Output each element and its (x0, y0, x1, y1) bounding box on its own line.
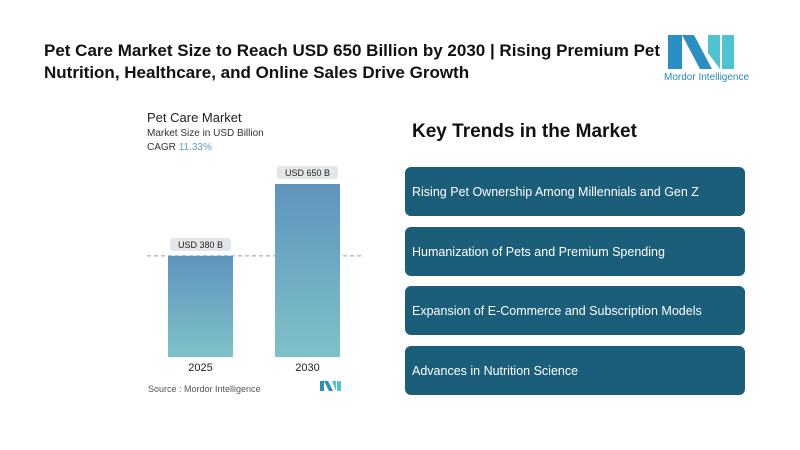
mordor-logo-icon (668, 35, 734, 69)
trend-item: Rising Pet Ownership Among Millennials a… (405, 167, 745, 216)
source-logo-icon (320, 381, 341, 391)
trend-item: Humanization of Pets and Premium Spendin… (405, 227, 745, 276)
bar-2030 (275, 184, 340, 357)
page-title: Pet Care Market Size to Reach USD 650 Bi… (44, 41, 661, 82)
chart-cagr: CAGR 11.33% (147, 142, 212, 153)
chart-subtitle: Market Size in USD Billion (147, 128, 264, 139)
trends-heading: Key Trends in the Market (412, 121, 637, 142)
cagr-value: 11.33% (178, 142, 212, 153)
data-label-bg (277, 166, 338, 179)
chart-source: Source : Mordor Intelligence (148, 384, 261, 394)
data-label-bg (170, 237, 231, 251)
data-label: USD 650 B (285, 168, 330, 178)
bar-2025 (168, 255, 233, 357)
logo-text: Mordor Intelligence (664, 72, 750, 83)
cagr-label: CAGR (147, 142, 176, 153)
x-tick-label: 2025 (188, 362, 212, 374)
x-tick-label: 2030 (295, 362, 319, 374)
trend-item: Advances in Nutrition Science (405, 346, 745, 395)
data-label: USD 380 B (178, 240, 223, 250)
chart-title: Pet Care Market (147, 110, 242, 125)
trend-item: Expansion of E-Commerce and Subscription… (405, 286, 745, 335)
